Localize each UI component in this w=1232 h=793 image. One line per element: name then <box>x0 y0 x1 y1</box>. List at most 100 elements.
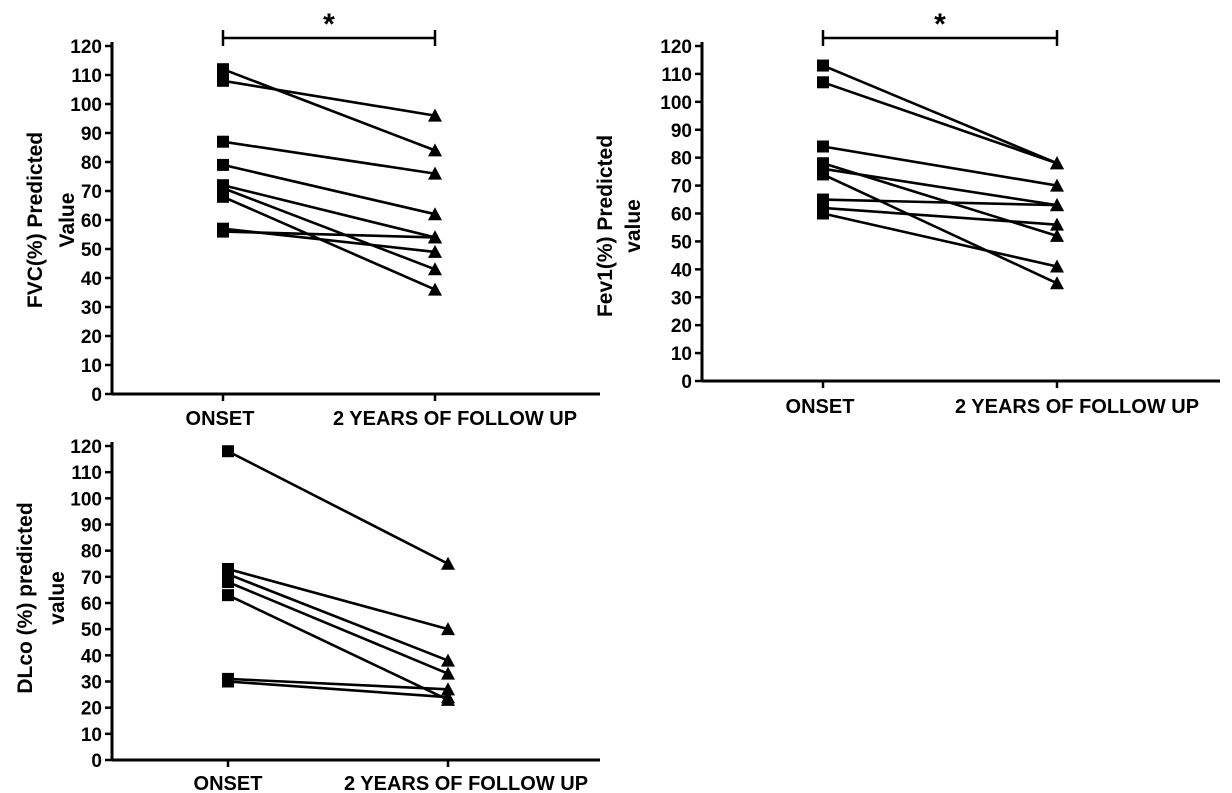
x-category-label: ONSET <box>786 396 855 418</box>
series-line <box>822 81 1058 165</box>
y-axis-label: Fev1(%) Predicted <box>594 135 617 317</box>
followup-marker <box>1050 228 1064 242</box>
y-tick-label: 90 <box>671 121 692 142</box>
series-line <box>222 195 436 291</box>
y-tick-label: 70 <box>81 568 102 589</box>
y-axis-label: DLco (%) predicted <box>14 502 37 693</box>
onset-marker <box>222 576 234 589</box>
y-tick-label: 50 <box>81 240 102 261</box>
onset-marker <box>817 207 829 220</box>
y-axis-label: FVC(%) Predicted <box>24 132 47 308</box>
y-axis-label: value <box>46 571 69 625</box>
y-tick-label: 60 <box>671 205 692 226</box>
y-tick-label: 120 <box>70 437 102 458</box>
y-tick-label: 20 <box>671 316 692 337</box>
significance-star: * <box>934 8 946 41</box>
onset-marker <box>817 168 829 181</box>
significance-star: * <box>323 8 335 41</box>
onset-marker <box>222 445 234 458</box>
series-line <box>822 145 1058 187</box>
series-line <box>222 67 436 152</box>
y-tick-label: 0 <box>91 751 102 772</box>
y-tick-label: 0 <box>91 385 102 406</box>
series-line <box>822 198 1058 207</box>
followup-marker <box>441 556 455 570</box>
x-category-label: 2 YEARS OF FOLLOW UP <box>955 396 1199 418</box>
onset-marker <box>217 190 229 203</box>
followup-marker <box>1050 156 1064 170</box>
series-line <box>822 173 1058 285</box>
y-tick-label: 0 <box>681 372 692 393</box>
followup-marker <box>428 262 442 276</box>
series-line <box>222 230 436 239</box>
y-tick-label: 60 <box>81 211 102 232</box>
x-category-label: 2 YEARS OF FOLLOW UP <box>344 773 588 793</box>
series-line <box>227 567 449 631</box>
y-axis-label: Value <box>56 193 79 248</box>
followup-marker <box>1050 276 1064 290</box>
y-tick-label: 120 <box>70 37 102 58</box>
fvc-panel: 0 10 20 30 40 50 60 70 80 90 100 110 120 ONSET 2 YEARS… <box>24 8 600 430</box>
onset-marker <box>817 59 829 72</box>
series-line <box>227 677 449 691</box>
series-line <box>822 167 1058 207</box>
y-tick-label: 20 <box>81 699 102 720</box>
y-tick-label: 80 <box>671 149 692 170</box>
followup-marker <box>428 108 442 122</box>
y-tick-label: 80 <box>81 542 102 563</box>
y-tick-label: 20 <box>81 327 102 348</box>
y-tick-label: 90 <box>81 516 102 537</box>
y-tick-label: 100 <box>660 93 692 114</box>
followup-marker <box>441 682 455 696</box>
series-line <box>227 580 449 675</box>
y-tick-label: 110 <box>71 463 102 484</box>
y-tick-label: 110 <box>661 65 692 86</box>
followup-marker <box>441 690 455 704</box>
dlco-panel: 0 10 20 30 40 50 60 70 80 90 100 110 120 ONSET 2 YEARS… <box>14 437 600 793</box>
onset-marker <box>817 140 829 153</box>
followup-marker <box>1050 259 1064 273</box>
series-line <box>222 140 436 175</box>
y-tick-label: 30 <box>81 673 102 694</box>
onset-marker <box>217 63 229 76</box>
y-tick-label: 110 <box>71 66 102 87</box>
series-line <box>222 79 436 117</box>
x-category-label: ONSET <box>186 408 255 430</box>
fev1-panel: 0 10 20 30 40 50 60 70 80 90 100 110 120 ONSET 2 YEARS… <box>594 8 1220 418</box>
y-tick-label: 100 <box>70 95 102 116</box>
series-line <box>222 186 436 271</box>
series-line <box>227 450 449 565</box>
y-tick-label: 10 <box>81 356 102 377</box>
followup-marker <box>1050 178 1064 192</box>
followup-marker <box>428 230 442 244</box>
followup-marker <box>428 244 442 258</box>
y-tick-label: 30 <box>81 298 102 319</box>
onset-marker <box>217 225 229 238</box>
onset-marker <box>217 74 229 87</box>
followup-marker <box>428 207 442 221</box>
followup-marker <box>1050 198 1064 212</box>
followup-marker <box>441 666 455 680</box>
onset-marker <box>217 135 229 148</box>
y-tick-label: 40 <box>81 269 102 290</box>
y-tick-label: 80 <box>81 153 102 174</box>
series-line <box>227 593 449 701</box>
y-tick-label: 70 <box>81 182 102 203</box>
onset-marker <box>217 158 229 171</box>
series-line <box>822 64 1058 165</box>
y-tick-label: 10 <box>671 344 692 365</box>
y-tick-label: 50 <box>81 620 102 641</box>
onset-marker <box>222 675 234 688</box>
y-axis-label: value <box>622 199 645 253</box>
followup-marker <box>428 282 442 296</box>
onset-marker <box>222 589 234 602</box>
series-line <box>222 163 436 216</box>
x-category-label: 2 YEARS OF FOLLOW UP <box>333 408 577 430</box>
y-tick-label: 40 <box>671 260 692 281</box>
y-tick-label: 70 <box>671 177 692 198</box>
series-line <box>822 206 1058 226</box>
y-tick-label: 60 <box>81 594 102 615</box>
y-tick-label: 120 <box>660 37 692 58</box>
y-tick-label: 90 <box>81 124 102 145</box>
series-line <box>227 680 449 699</box>
